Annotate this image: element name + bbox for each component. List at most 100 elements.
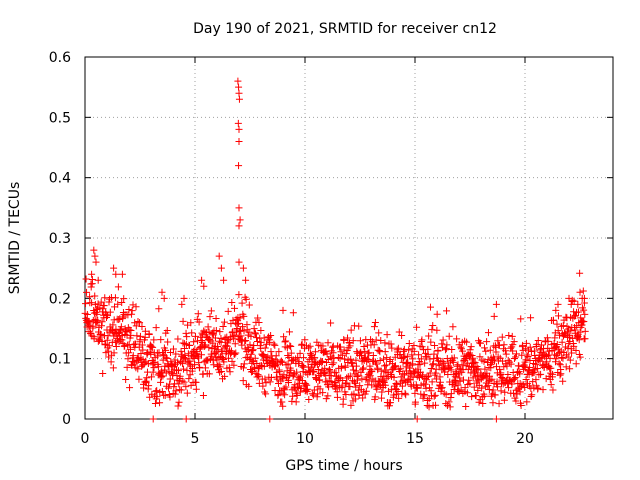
data-point bbox=[392, 362, 400, 370]
data-point bbox=[141, 378, 149, 386]
data-point bbox=[297, 341, 305, 349]
data-point bbox=[567, 300, 575, 308]
data-point bbox=[522, 345, 530, 353]
data-point bbox=[555, 360, 563, 368]
data-point bbox=[527, 347, 535, 355]
data-point bbox=[98, 318, 106, 326]
data-point bbox=[271, 341, 279, 349]
data-point bbox=[201, 341, 209, 349]
data-point bbox=[219, 322, 227, 330]
data-point bbox=[370, 323, 378, 331]
data-point bbox=[347, 355, 355, 363]
data-point bbox=[188, 329, 196, 337]
data-point bbox=[444, 370, 452, 378]
data-point bbox=[457, 343, 465, 351]
data-point bbox=[98, 322, 106, 330]
data-point bbox=[257, 362, 265, 370]
data-point bbox=[289, 309, 297, 317]
data-point bbox=[231, 350, 239, 358]
data-point bbox=[253, 334, 261, 342]
data-point bbox=[417, 355, 425, 363]
data-point bbox=[520, 362, 528, 370]
data-point bbox=[174, 335, 182, 343]
data-point bbox=[509, 347, 517, 355]
data-point bbox=[217, 368, 225, 376]
data-point bbox=[289, 392, 297, 400]
data-point bbox=[442, 345, 450, 353]
data-point bbox=[566, 356, 574, 364]
data-point bbox=[277, 357, 285, 365]
data-point bbox=[175, 398, 183, 406]
data-point bbox=[137, 350, 145, 358]
data-point bbox=[427, 338, 435, 346]
data-point bbox=[465, 376, 473, 384]
data-point bbox=[566, 365, 574, 373]
data-point bbox=[399, 370, 407, 378]
data-point bbox=[310, 386, 318, 394]
data-point bbox=[179, 339, 187, 347]
data-point bbox=[528, 391, 536, 399]
data-point bbox=[306, 342, 314, 350]
data-point bbox=[121, 342, 129, 350]
data-point bbox=[164, 338, 172, 346]
data-point bbox=[377, 367, 385, 375]
data-point bbox=[201, 342, 209, 350]
data-point bbox=[411, 398, 419, 406]
data-point bbox=[432, 401, 440, 409]
data-point bbox=[167, 348, 175, 356]
data-point bbox=[409, 373, 417, 381]
data-point bbox=[388, 344, 396, 352]
data-point bbox=[537, 370, 545, 378]
data-point bbox=[255, 372, 263, 380]
y-tick-label: 0.5 bbox=[49, 110, 71, 126]
data-point bbox=[153, 393, 161, 401]
data-point bbox=[261, 375, 269, 383]
data-point bbox=[362, 387, 370, 395]
data-point bbox=[127, 345, 135, 353]
data-point bbox=[454, 381, 462, 389]
data-point bbox=[504, 356, 512, 364]
data-point bbox=[424, 396, 432, 404]
data-point bbox=[428, 326, 436, 334]
data-point bbox=[501, 347, 509, 355]
data-point bbox=[125, 306, 133, 314]
data-point bbox=[351, 395, 359, 403]
data-point bbox=[185, 375, 193, 383]
data-point bbox=[285, 378, 293, 386]
data-point bbox=[178, 377, 186, 385]
data-point bbox=[166, 393, 174, 401]
data-point bbox=[356, 337, 364, 345]
data-point bbox=[456, 365, 464, 373]
data-point bbox=[202, 357, 210, 365]
data-point bbox=[294, 353, 302, 361]
data-point bbox=[111, 294, 119, 302]
data-point bbox=[82, 300, 90, 308]
data-point bbox=[394, 388, 402, 396]
data-point bbox=[576, 269, 584, 277]
data-point bbox=[127, 326, 135, 334]
data-point bbox=[489, 386, 497, 394]
data-point bbox=[365, 349, 373, 357]
data-point bbox=[338, 363, 345, 371]
data-point bbox=[366, 372, 374, 380]
chart-title: Day 190 of 2021, SRMTID for receiver cn1… bbox=[193, 21, 497, 37]
data-point bbox=[302, 386, 310, 394]
data-point bbox=[281, 391, 289, 399]
data-point bbox=[247, 350, 255, 358]
data-point bbox=[241, 337, 249, 345]
data-point bbox=[411, 389, 419, 397]
data-point bbox=[504, 370, 512, 378]
data-point bbox=[250, 325, 258, 333]
data-point bbox=[154, 352, 162, 360]
data-point bbox=[293, 392, 301, 400]
data-point bbox=[326, 353, 334, 361]
data-point bbox=[410, 342, 418, 350]
data-point bbox=[327, 319, 335, 327]
data-point bbox=[254, 371, 262, 379]
data-point bbox=[220, 318, 228, 326]
data-point bbox=[249, 346, 257, 354]
data-point bbox=[302, 380, 310, 388]
data-point bbox=[128, 310, 136, 318]
data-point bbox=[195, 318, 203, 326]
data-point bbox=[480, 357, 488, 365]
